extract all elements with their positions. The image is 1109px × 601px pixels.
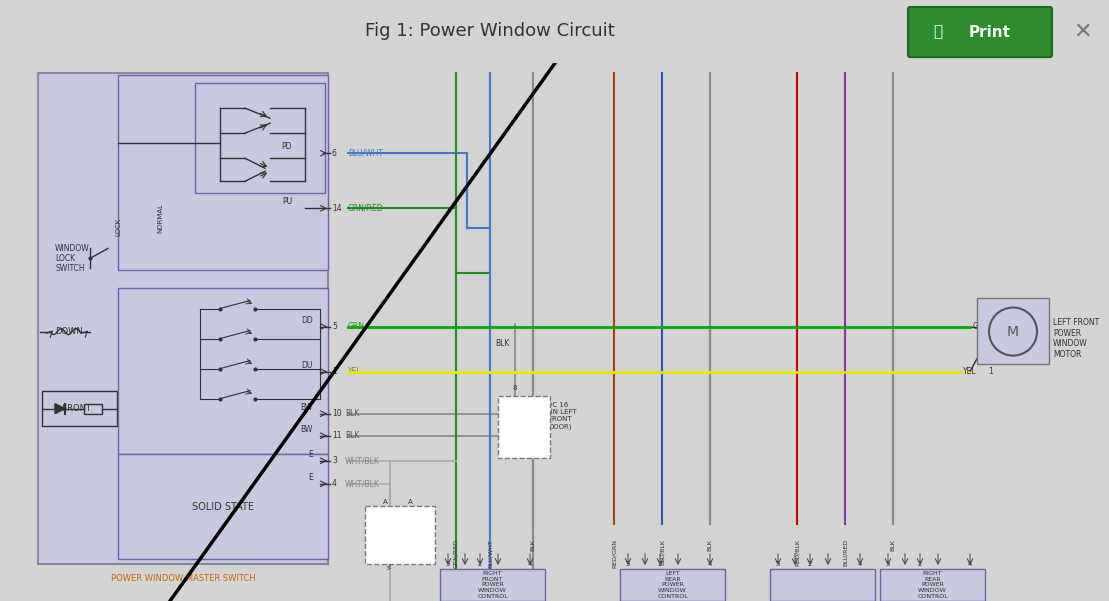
Text: K: K [507, 433, 511, 439]
Text: L FRONT: L FRONT [55, 404, 91, 413]
Bar [84, 404, 102, 413]
Text: BLK: BLK [891, 539, 895, 551]
Text: RED/BLK: RED/BLK [794, 539, 800, 566]
Text: RED/GRN: RED/GRN [611, 539, 617, 568]
Text: 2: 2 [918, 561, 923, 567]
Text: BLU/BLK: BLU/BLK [660, 539, 664, 565]
Text: BLK: BLK [708, 539, 712, 551]
Text: GRN/RED: GRN/RED [348, 204, 384, 213]
FancyBboxPatch shape [38, 73, 328, 564]
Text: 2: 2 [478, 561, 482, 567]
FancyBboxPatch shape [440, 569, 545, 601]
Text: WHT/BLK: WHT/BLK [345, 480, 380, 488]
Text: 6: 6 [332, 149, 337, 157]
Text: PD: PD [282, 142, 292, 151]
Text: BLU/WHT: BLU/WHT [488, 539, 492, 568]
Text: GRN/RED: GRN/RED [454, 539, 458, 568]
Text: BW: BW [301, 425, 313, 434]
Text: GRN: GRN [348, 322, 365, 331]
Text: POWER WINDOW MASTER SWITCH: POWER WINDOW MASTER SWITCH [111, 574, 255, 583]
Text: LEFT
REAR
POWER
WINDOW
CONTROL: LEFT REAR POWER WINDOW CONTROL [658, 571, 688, 599]
Text: LEFT FRONT
POWER
WINDOW
MOTOR: LEFT FRONT POWER WINDOW MOTOR [1054, 319, 1099, 359]
Polygon shape [55, 404, 65, 413]
Text: 5: 5 [776, 561, 781, 567]
FancyBboxPatch shape [881, 569, 985, 601]
Text: RIGHT
REAR
POWER
WINDOW
CONTROL: RIGHT REAR POWER WINDOW CONTROL [917, 571, 948, 599]
Text: E: E [308, 473, 313, 482]
Text: YEL: YEL [348, 367, 362, 376]
Text: BLK: BLK [496, 339, 510, 348]
FancyBboxPatch shape [195, 83, 325, 194]
Text: BLK: BLK [345, 409, 359, 418]
Text: LOCK: LOCK [115, 217, 121, 236]
Text: 3: 3 [332, 456, 337, 465]
Text: BLK: BLK [530, 539, 536, 551]
Text: 2: 2 [998, 322, 1003, 331]
Text: DD: DD [302, 316, 313, 325]
Text: Print: Print [969, 25, 1011, 40]
Text: 5: 5 [498, 433, 502, 439]
Text: DOWN: DOWN [55, 327, 83, 336]
Text: 2: 2 [807, 561, 812, 567]
Text: PU: PU [282, 197, 292, 206]
Text: 4: 4 [528, 561, 532, 567]
Text: 5: 5 [446, 561, 450, 567]
Text: DU: DU [302, 361, 313, 370]
Text: WINDOW
LOCK
SWITCH: WINDOW LOCK SWITCH [55, 243, 90, 273]
Text: 1: 1 [988, 367, 993, 376]
Text: YEL: YEL [963, 367, 977, 376]
Bar [42, 391, 118, 426]
FancyBboxPatch shape [118, 288, 328, 454]
FancyBboxPatch shape [118, 454, 328, 559]
FancyBboxPatch shape [498, 395, 550, 458]
Text: 5: 5 [625, 561, 630, 567]
Text: 8: 8 [512, 385, 517, 391]
Text: 1: 1 [332, 367, 337, 376]
Text: BW: BW [301, 403, 313, 412]
Text: K: K [507, 410, 511, 416]
FancyBboxPatch shape [118, 75, 328, 270]
Text: WHT/BLK: WHT/BLK [387, 540, 393, 569]
Text: BLU/WHT: BLU/WHT [348, 149, 383, 157]
Text: A: A [393, 555, 397, 561]
Text: RIGHT
FRONT
POWER
WINDOW
CONTROL: RIGHT FRONT POWER WINDOW CONTROL [477, 571, 508, 599]
Text: BLU/RED: BLU/RED [843, 539, 847, 566]
Text: J/C 16
(IN LEFT
FRONT
DOOR): J/C 16 (IN LEFT FRONT DOOR) [387, 516, 413, 538]
Text: A: A [408, 499, 413, 505]
Text: 11: 11 [332, 432, 342, 440]
Text: 4: 4 [708, 561, 712, 567]
Text: ✕: ✕ [1074, 22, 1092, 42]
Text: 14: 14 [332, 204, 342, 213]
Text: 5: 5 [332, 322, 337, 331]
Text: J/C 16
(IN LEFT
FRONT
DOOR): J/C 16 (IN LEFT FRONT DOOR) [548, 401, 577, 430]
FancyBboxPatch shape [770, 569, 875, 601]
Text: 5: 5 [886, 561, 891, 567]
Text: BLK: BLK [345, 432, 359, 440]
Text: 5: 5 [498, 410, 502, 416]
Text: 4: 4 [332, 480, 337, 488]
FancyBboxPatch shape [620, 569, 725, 601]
Text: Fig 1: Power Window Circuit: Fig 1: Power Window Circuit [365, 22, 614, 40]
Text: E: E [308, 450, 313, 459]
FancyBboxPatch shape [908, 7, 1052, 57]
Text: 4: 4 [858, 561, 862, 567]
FancyBboxPatch shape [365, 506, 435, 564]
Text: A: A [383, 499, 387, 505]
Text: M: M [1007, 325, 1019, 338]
Text: WHT/BLK: WHT/BLK [345, 456, 380, 465]
Text: SOLID STATE: SOLID STATE [192, 502, 254, 512]
Text: 2: 2 [658, 561, 662, 567]
Text: GRN: GRN [973, 322, 990, 331]
Text: NORMAL: NORMAL [157, 203, 163, 233]
Text: ⬛: ⬛ [934, 25, 943, 40]
Text: 10: 10 [332, 409, 342, 418]
Text: 4: 4 [968, 561, 973, 567]
FancyBboxPatch shape [977, 299, 1049, 364]
